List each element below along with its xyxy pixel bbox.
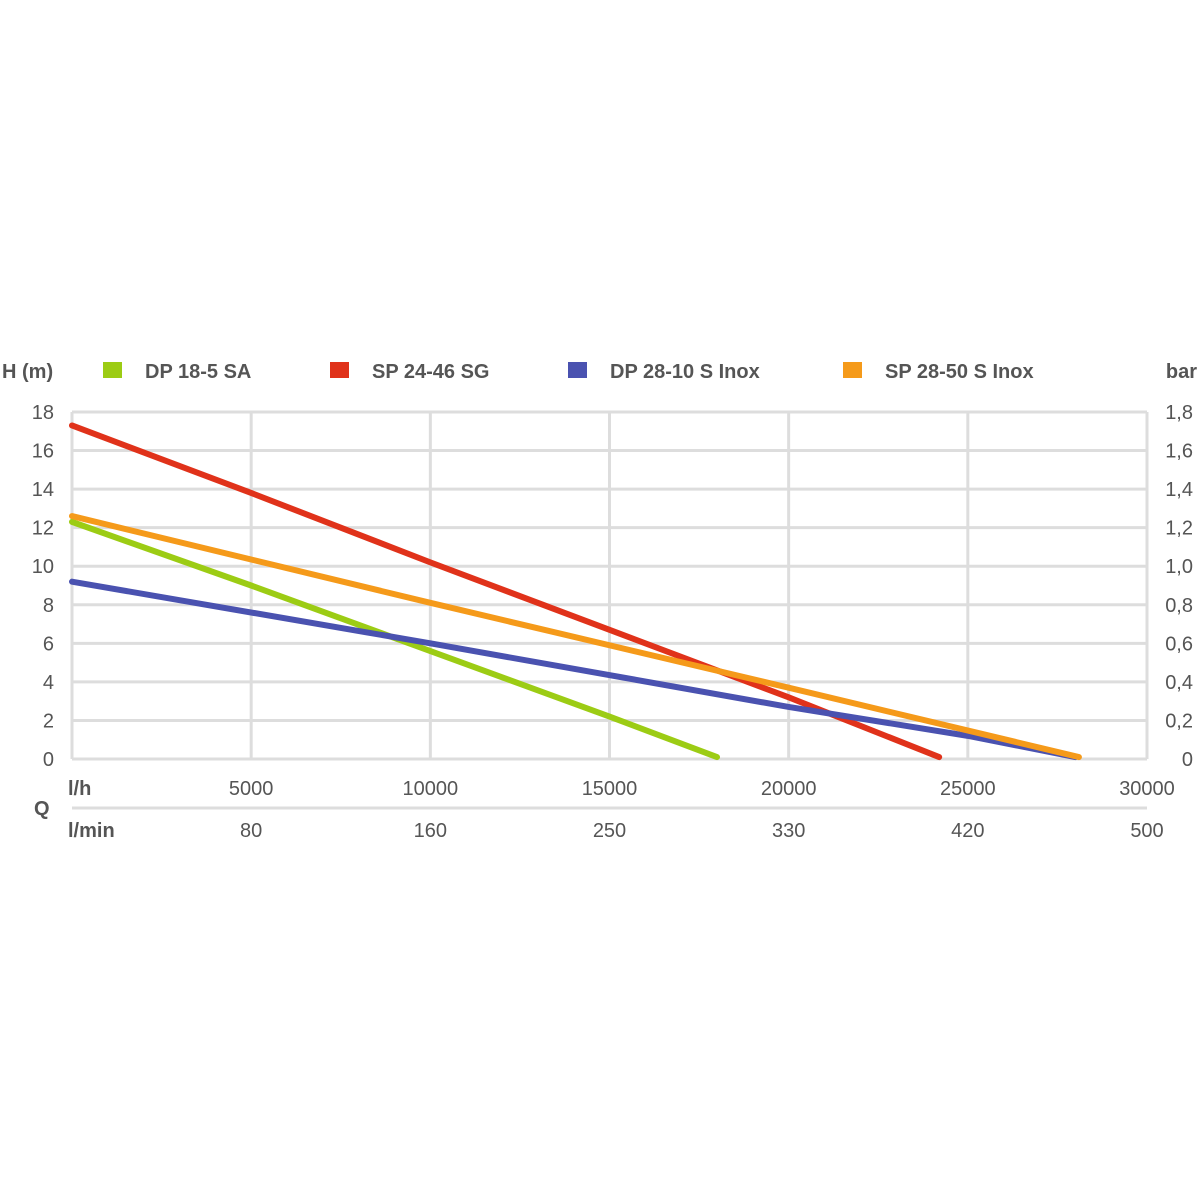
x-secondary-tick-label: 160 xyxy=(414,820,447,842)
y-tick-label: 12 xyxy=(32,518,54,540)
legend-label: DP 18-5 SA xyxy=(145,361,251,383)
x-tick-label: 5000 xyxy=(229,778,274,800)
y-right-tick-label: 1,6 xyxy=(1165,441,1193,463)
x-tick-label: 20000 xyxy=(761,778,817,800)
legend-swatch xyxy=(843,362,862,378)
x-secondary-tick-label: 420 xyxy=(951,820,984,842)
y-axis-label: H (m) xyxy=(2,361,53,383)
x-tick-label: 30000 xyxy=(1119,778,1175,800)
y-right-tick-label: 0,8 xyxy=(1165,595,1193,617)
legend-label: SP 28-50 S Inox xyxy=(885,361,1034,383)
y-right-tick-label: 1,8 xyxy=(1165,402,1193,424)
series-line-3 xyxy=(69,513,1082,761)
x-tick-label: 15000 xyxy=(582,778,638,800)
y-tick-label: 10 xyxy=(32,556,54,578)
x-secondary-unit-label: l/min xyxy=(68,820,115,842)
x-axis-label: Q xyxy=(34,798,50,820)
y-tick-label: 16 xyxy=(32,441,54,463)
grid xyxy=(70,410,1149,761)
x-tick-label: 10000 xyxy=(403,778,459,800)
legend-swatch xyxy=(103,362,122,378)
x-tick-label: 25000 xyxy=(940,778,996,800)
y-tick-label: 18 xyxy=(32,402,54,424)
x-secondary-tick-label: 330 xyxy=(772,820,805,842)
y-right-tick-label: 0,6 xyxy=(1165,633,1193,655)
y-tick-label: 0 xyxy=(43,749,54,771)
x-secondary-tick-label: 80 xyxy=(240,820,262,842)
legend-swatch xyxy=(568,362,587,378)
y-tick-label: 4 xyxy=(43,672,54,694)
y-right-tick-label: 0 xyxy=(1182,749,1193,771)
series-lines xyxy=(69,422,1082,761)
legend: DP 18-5 SA SP 24-46 SG DP 28-10 S Inox SP 2… xyxy=(103,361,1034,383)
x-primary-unit-label: l/h xyxy=(68,778,91,800)
y-right-tick-label: 1,2 xyxy=(1165,518,1193,540)
y-right-tick-label: 0,4 xyxy=(1165,672,1193,694)
series-line-1 xyxy=(69,422,943,761)
series-line-0 xyxy=(69,518,720,761)
y-tick-label: 2 xyxy=(43,710,54,732)
axes: H (m) bar l/h l/min Q 500080100001601500… xyxy=(2,361,1197,842)
x-secondary-tick-label: 250 xyxy=(593,820,626,842)
y-tick-label: 8 xyxy=(43,595,54,617)
legend-label: SP 24-46 SG xyxy=(372,361,489,383)
y-right-axis-label: bar xyxy=(1166,361,1197,383)
x-secondary-tick-label: 500 xyxy=(1130,820,1163,842)
y-tick-label: 14 xyxy=(32,479,54,501)
legend-label: DP 28-10 S Inox xyxy=(610,361,760,383)
y-right-tick-label: 1,0 xyxy=(1165,556,1193,578)
series-line-2 xyxy=(69,578,1079,761)
y-right-tick-label: 1,4 xyxy=(1165,479,1193,501)
y-tick-label: 6 xyxy=(43,633,54,655)
legend-swatch xyxy=(330,362,349,378)
y-right-tick-label: 0,2 xyxy=(1165,710,1193,732)
